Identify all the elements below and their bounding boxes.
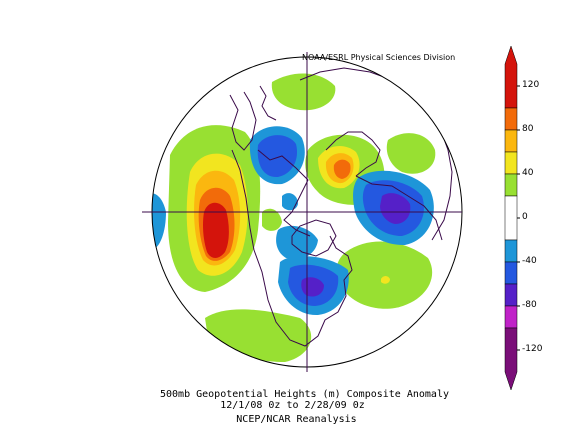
- colorbar-band: [504, 327, 518, 391]
- anomaly-pos-20: [386, 133, 436, 174]
- anomaly-pos-80: [333, 159, 351, 179]
- anomaly-field: [152, 73, 436, 362]
- anomaly-pos-20: [262, 208, 282, 231]
- colorbar-tick-label: -120: [522, 344, 543, 354]
- coastline-north-america: [231, 149, 353, 347]
- anomaly-pos-20: [336, 241, 433, 309]
- caption-date-range: 12/1/08 0z to 2/28/09 0z: [220, 400, 365, 411]
- anomaly-neg-20: [152, 193, 166, 250]
- anomaly-pos-40: [381, 276, 390, 284]
- colorbar-tick-label: 120: [522, 80, 540, 90]
- colorbar: [504, 45, 520, 391]
- coastline-europe: [325, 131, 381, 177]
- colorbar-band: [504, 173, 518, 197]
- colorbar-band: [504, 261, 518, 285]
- colorbar-band: [504, 283, 518, 307]
- coastline-alaska: [229, 91, 257, 151]
- colorbar-band: [504, 129, 518, 153]
- caption-title: 500mb Geopotential Heights (m) Composite…: [160, 389, 449, 400]
- anomaly-neg-20: [282, 193, 298, 211]
- anomaly-neg-40: [257, 135, 298, 178]
- coastline-japan: [259, 85, 277, 121]
- colorbar-tick-label: 40: [522, 168, 534, 178]
- coastline-canadian-arctic: [257, 149, 311, 237]
- colorbar-band: [504, 45, 518, 109]
- coastline-asia-east: [355, 175, 443, 241]
- anomaly-pos-20: [271, 73, 336, 111]
- colorbar-tick-label: -80: [522, 300, 537, 310]
- colorbar-band: [504, 305, 518, 329]
- colorbar-tick-label: -40: [522, 256, 537, 266]
- anomaly-neg-20: [276, 225, 318, 260]
- colorbar-band: [504, 239, 518, 263]
- anomaly-neg-60: [380, 193, 411, 224]
- credit-text: NOAA/ESRL Physical Sciences Division: [302, 53, 456, 62]
- caption-dataset: NCEP/NCAR Reanalysis: [236, 414, 357, 425]
- colorbar-band: [504, 107, 518, 131]
- coastline-greenland: [291, 219, 337, 257]
- colorbar-band: [504, 151, 518, 175]
- colorbar-tick-label: 80: [522, 124, 534, 134]
- colorbar-band: [504, 195, 518, 241]
- colorbar-tick-label: 0: [522, 212, 528, 222]
- anomaly-pos-100: [203, 202, 229, 258]
- anomaly-pos-20: [205, 309, 312, 362]
